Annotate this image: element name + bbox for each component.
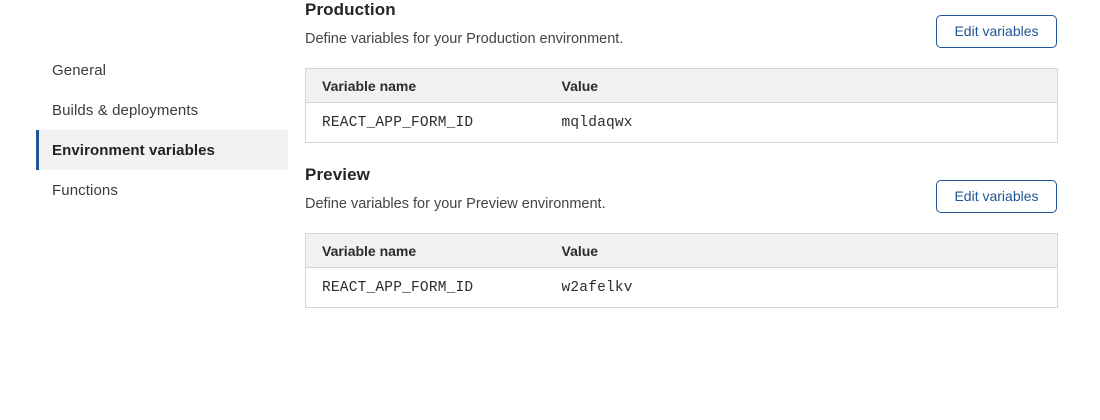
section-production: Production Define variables for your Pro…: [305, 0, 1058, 143]
active-indicator-bar: [36, 130, 39, 170]
table-row: REACT_APP_FORM_ID w2afelkv: [305, 267, 1058, 308]
cell-variable-value: mqldaqwx: [545, 102, 1058, 143]
sidebar-item-label: Builds & deployments: [52, 101, 199, 119]
section-header: Preview Define variables for your Previe…: [305, 165, 1057, 223]
sidebar-item-builds-deployments[interactable]: Builds & deployments: [36, 90, 288, 130]
cell-variable-value: w2afelkv: [545, 267, 1058, 308]
sidebar-item-functions[interactable]: Functions: [36, 170, 288, 210]
sidebar-item-label: General: [52, 61, 107, 79]
edit-variables-button-preview[interactable]: Edit variables: [936, 180, 1057, 213]
section-title: Production: [305, 0, 396, 19]
column-header-variable-name: Variable name: [305, 68, 546, 103]
section-title: Preview: [305, 165, 370, 184]
cell-variable-name: REACT_APP_FORM_ID: [305, 102, 546, 143]
column-header-variable-name: Variable name: [305, 233, 546, 268]
variables-table-preview: Variable name Value REACT_APP_FORM_ID w2…: [305, 233, 1058, 308]
section-spacer: [305, 143, 1057, 165]
sidebar-item-label: Functions: [52, 181, 118, 199]
column-header-value: Value: [545, 233, 1058, 268]
sidebar-item-environment-variables[interactable]: Environment variables: [36, 130, 288, 170]
section-description: Define variables for your Preview enviro…: [305, 196, 606, 212]
table-row: REACT_APP_FORM_ID mqldaqwx: [305, 102, 1058, 143]
table-header-row: Variable name Value: [305, 68, 1058, 103]
sidebar-item-label: Environment variables: [52, 141, 215, 159]
column-header-value: Value: [545, 68, 1058, 103]
edit-variables-button-production[interactable]: Edit variables: [936, 15, 1057, 48]
section-description: Define variables for your Production env…: [305, 31, 624, 47]
section-preview: Preview Define variables for your Previe…: [305, 165, 1058, 308]
variables-table-production: Variable name Value REACT_APP_FORM_ID mq…: [305, 68, 1058, 143]
settings-sidebar: General Builds & deployments Environment…: [36, 50, 288, 210]
table-header-row: Variable name Value: [305, 233, 1058, 268]
sidebar-item-general[interactable]: General: [36, 50, 288, 90]
environment-variables-panel: Production Define variables for your Pro…: [305, 0, 1058, 308]
cell-variable-name: REACT_APP_FORM_ID: [305, 267, 546, 308]
section-header: Production Define variables for your Pro…: [305, 0, 1057, 58]
